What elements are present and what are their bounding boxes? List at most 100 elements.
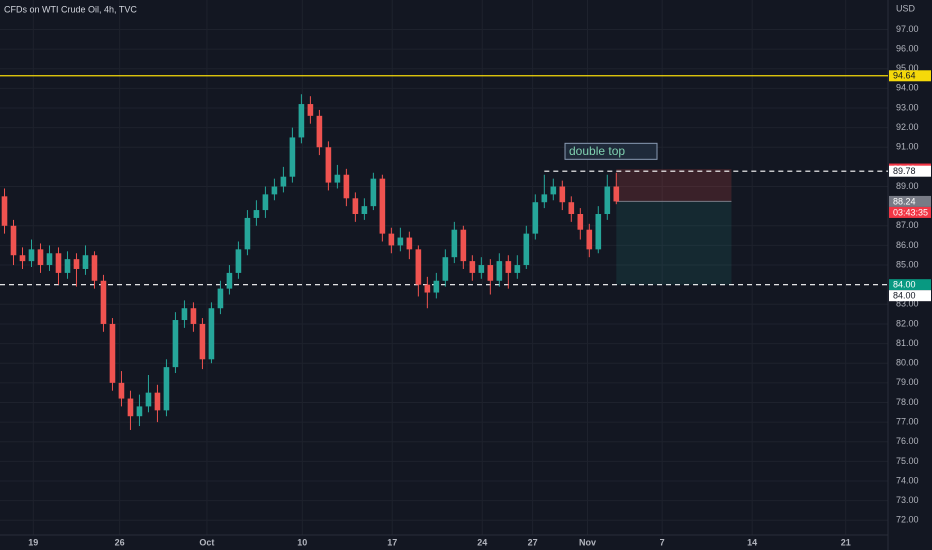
y-tick-label: 72.00	[896, 515, 919, 525]
candle-body	[325, 147, 332, 183]
candle-body	[64, 259, 71, 273]
price-label-bg	[889, 290, 931, 302]
price-label-bg	[889, 70, 931, 82]
candle-body	[208, 308, 215, 360]
x-tick-label: 27	[528, 537, 538, 547]
candle-body	[73, 259, 80, 269]
candle-body	[10, 225, 17, 256]
candle-body	[343, 174, 350, 199]
y-tick-label: 87.00	[896, 220, 919, 230]
candle-body	[163, 367, 170, 411]
x-tick-label: 19	[28, 537, 38, 547]
candle-body	[28, 249, 35, 262]
target-zone	[616, 201, 732, 285]
candle-body	[352, 198, 359, 214]
candle-body	[451, 229, 458, 258]
candle-body	[568, 202, 575, 214]
candle-body	[514, 265, 521, 273]
candle-body	[91, 255, 98, 281]
y-tick-label: 74.00	[896, 475, 919, 485]
candle-body	[1, 196, 8, 226]
price-label-bg	[889, 279, 931, 291]
x-tick-label: 17	[387, 537, 397, 547]
y-tick-label: 80.00	[896, 358, 919, 368]
candle-body	[280, 176, 287, 187]
y-tick-label: 81.00	[896, 338, 919, 348]
price-label-bg	[889, 206, 931, 218]
candle-body	[370, 178, 377, 207]
price-label: 84.00	[893, 291, 916, 301]
price-label: 84.00	[893, 280, 916, 290]
y-tick-label: 73.00	[896, 495, 919, 505]
y-tick-label: 95.00	[896, 63, 919, 73]
candle-body	[469, 261, 476, 273]
stop-zone	[616, 169, 732, 202]
x-tick-label: Oct	[199, 537, 214, 547]
y-tick-label: 75.00	[896, 456, 919, 466]
y-tick-label: 83.00	[896, 299, 919, 309]
candle-body	[577, 214, 584, 230]
price-label: 88.24	[893, 196, 916, 206]
candle-body	[541, 194, 548, 203]
candle-body	[406, 237, 413, 250]
candle-body	[523, 233, 530, 266]
candle-body	[397, 237, 404, 246]
candle-body	[487, 265, 494, 281]
candle-body	[226, 272, 233, 289]
candle-body	[172, 320, 179, 368]
candle-body	[244, 217, 251, 250]
candle-body	[433, 280, 440, 293]
candle-body	[595, 214, 602, 250]
candle-body	[424, 284, 431, 293]
candle-body	[298, 104, 305, 138]
y-tick-label: 93.00	[896, 102, 919, 112]
candle-body	[190, 308, 197, 324]
candle-body	[46, 253, 53, 266]
candle-body	[262, 194, 269, 211]
y-tick-label: 91.00	[896, 142, 919, 152]
candle-body	[154, 392, 161, 411]
y-tick-label: 94.00	[896, 83, 919, 93]
candle-body	[100, 280, 107, 324]
x-tick-label: 10	[297, 537, 307, 547]
y-tick-label: 85.00	[896, 259, 919, 269]
y-tick-label: 76.00	[896, 436, 919, 446]
candle-body	[559, 186, 566, 203]
x-tick-label: 7	[660, 537, 665, 547]
annotation-box	[564, 142, 658, 160]
candle-body	[271, 186, 278, 195]
candle-body	[460, 229, 467, 262]
x-tick-label: Nov	[579, 537, 596, 547]
candle-body	[415, 249, 422, 285]
y-tick-label: 97.00	[896, 24, 919, 34]
y-tick-label: 79.00	[896, 377, 919, 387]
candle-body	[253, 210, 260, 218]
candle-body	[532, 202, 539, 234]
price-label-bg	[889, 195, 931, 207]
candle-body	[127, 398, 134, 417]
price-label: 89.78	[893, 166, 916, 176]
candle-body	[505, 261, 512, 273]
candle-body	[82, 255, 89, 269]
candle-body	[604, 186, 611, 214]
chart-title: CFDs on WTI Crude Oil, 4h, TVC	[4, 4, 137, 14]
candle-body	[388, 233, 395, 246]
y-tick-label: 89.00	[896, 181, 919, 191]
candle-body	[217, 288, 224, 309]
x-tick-label: 24	[477, 537, 487, 547]
candle-body	[136, 406, 143, 417]
candle-body	[496, 261, 503, 281]
x-tick-label: 21	[841, 537, 851, 547]
price-label: 03:43:35	[893, 207, 928, 217]
candle-body	[379, 178, 386, 234]
candle-body	[307, 104, 314, 116]
candle-body	[37, 249, 44, 266]
candle-body	[235, 249, 242, 273]
price-label-bg	[889, 165, 931, 177]
candle-body	[550, 186, 557, 195]
candle-body	[181, 308, 188, 321]
x-tick-label: 14	[747, 537, 757, 547]
